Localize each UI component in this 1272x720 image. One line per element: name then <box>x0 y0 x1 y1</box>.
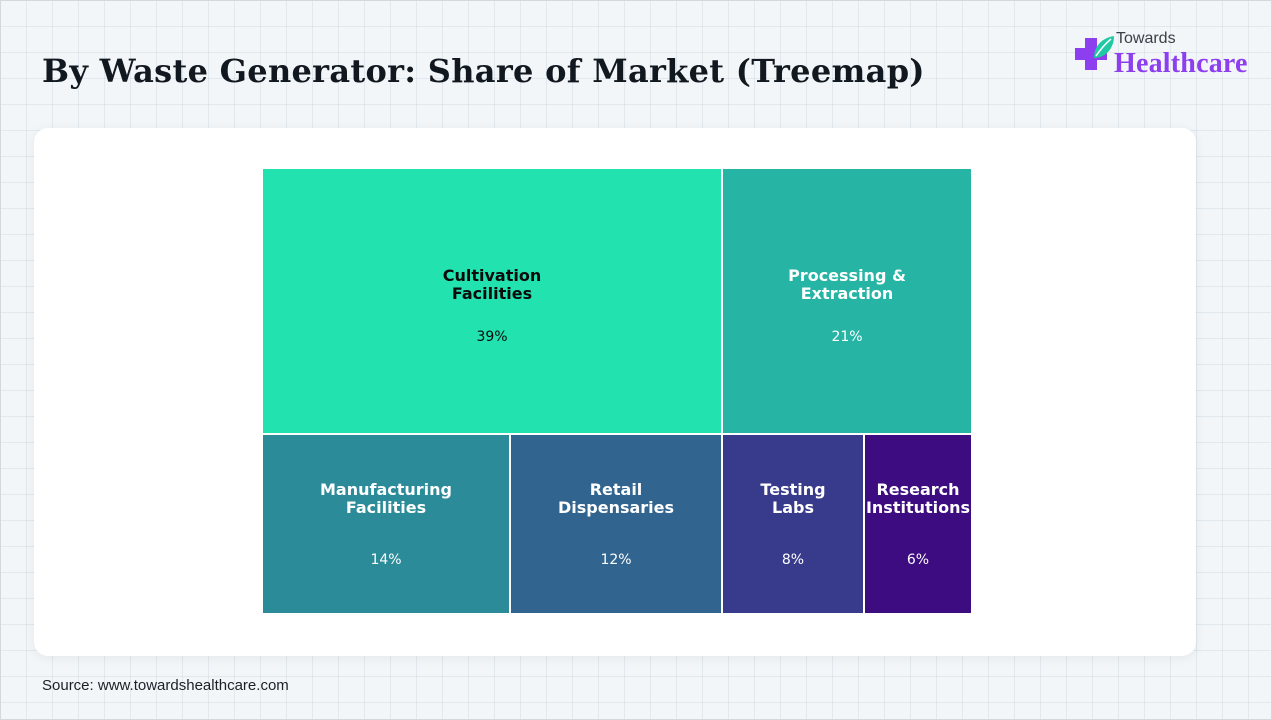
treemap-tile-label: Processing & Extraction <box>788 266 906 303</box>
treemap-tile-value: 39% <box>476 329 508 345</box>
treemap-tile-value: 6% <box>906 552 930 568</box>
treemap-tile-value: 14% <box>370 552 402 568</box>
treemap-tile: Manufacturing Facilities 14% <box>263 435 509 613</box>
page-title: By Waste Generator: Share of Market (Tre… <box>42 52 925 90</box>
treemap-tile: Cultivation Facilities 39% <box>263 169 721 433</box>
treemap-tile-value: 21% <box>831 329 863 345</box>
source-note: Source: www.towardshealthcare.com <box>42 677 289 694</box>
treemap-tile: Testing Labs 8% <box>723 435 863 613</box>
treemap-tile: Research Institutions 6% <box>865 435 971 613</box>
medical-cross-leaf-icon <box>1075 36 1114 70</box>
treemap-tile: Retail Dispensaries 12% <box>511 435 721 613</box>
treemap-tile: Processing & Extraction 21% <box>723 169 971 433</box>
treemap-tile-value: 8% <box>781 552 805 568</box>
treemap-tile-label: Testing Labs <box>760 480 826 517</box>
treemap-chart: Cultivation Facilities 39% Processing & Ex… <box>263 169 971 613</box>
treemap-tile-label: Cultivation Facilities <box>442 266 542 303</box>
treemap-tile-label: Research Institutions <box>865 480 971 517</box>
treemap-tile-label: Manufacturing Facilities <box>320 480 452 517</box>
brand-logo: Towards Healthcare <box>1072 30 1252 80</box>
logo-text-towards: Towards <box>1116 30 1176 47</box>
treemap-tile-value: 12% <box>600 552 632 568</box>
chart-card: Cultivation Facilities 39% Processing & Ex… <box>34 128 1196 656</box>
treemap-tile-label: Retail Dispensaries <box>557 480 675 517</box>
logo-text-healthcare: Healthcare <box>1114 48 1248 79</box>
